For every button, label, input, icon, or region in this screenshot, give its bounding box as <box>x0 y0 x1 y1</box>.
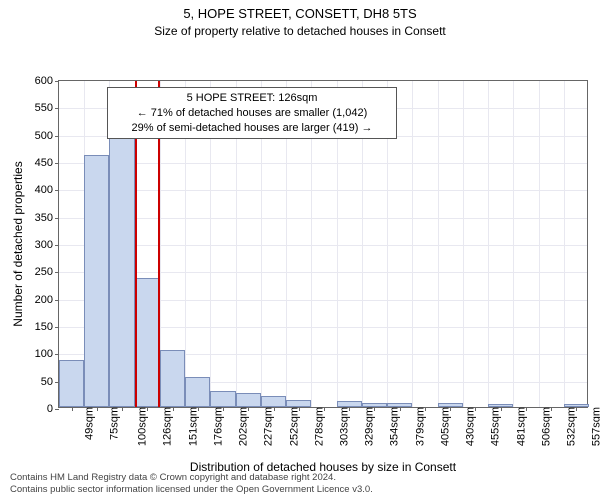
x-tick-label: 252sqm <box>286 407 300 446</box>
x-tick-mark <box>299 407 300 411</box>
x-tick-mark <box>274 407 275 411</box>
x-tick-label: 100sqm <box>135 407 149 446</box>
histogram-bar <box>236 393 261 407</box>
histogram-bar <box>160 350 185 407</box>
y-tick-mark <box>55 354 59 355</box>
x-tick-mark <box>400 407 401 411</box>
grid-line-vertical <box>488 81 489 407</box>
x-tick-mark <box>374 407 375 411</box>
x-tick-label: 303sqm <box>337 407 351 446</box>
histogram-bar <box>84 155 109 406</box>
chart-subtitle: Size of property relative to detached ho… <box>0 23 600 38</box>
x-tick-mark <box>501 407 502 411</box>
x-tick-label: 227sqm <box>261 407 275 446</box>
grid-line-vertical <box>438 81 439 407</box>
x-tick-mark <box>147 407 148 411</box>
footer-line-2: Contains public sector information licen… <box>10 484 373 496</box>
chart-title: 5, HOPE STREET, CONSETT, DH8 5TS <box>0 0 600 23</box>
x-tick-mark <box>551 407 552 411</box>
y-tick-mark <box>55 108 59 109</box>
histogram-bar <box>109 128 134 407</box>
x-tick-label: 455sqm <box>488 407 502 446</box>
plot-area: 05010015020025030035040045050055060049sq… <box>58 80 588 408</box>
y-tick-mark <box>55 218 59 219</box>
y-tick-mark <box>55 81 59 82</box>
x-tick-label: 532sqm <box>564 407 578 446</box>
x-tick-mark <box>576 407 577 411</box>
x-tick-mark <box>425 407 426 411</box>
x-tick-label: 176sqm <box>210 407 224 446</box>
x-tick-label: 329sqm <box>362 407 376 446</box>
x-tick-mark <box>248 407 249 411</box>
histogram-bar <box>59 360 84 406</box>
x-tick-label: 151sqm <box>185 407 199 446</box>
histogram-bar <box>185 377 210 407</box>
y-tick-mark <box>55 163 59 164</box>
x-tick-label: 557sqm <box>589 407 600 446</box>
chart-container: 05010015020025030035040045050055060049sq… <box>0 38 600 418</box>
footer-attribution: Contains HM Land Registry data © Crown c… <box>10 472 373 496</box>
histogram-bar <box>261 396 286 407</box>
x-tick-label: 379sqm <box>412 407 426 446</box>
x-tick-mark <box>173 407 174 411</box>
x-tick-mark <box>324 407 325 411</box>
x-tick-label: 75sqm <box>106 407 120 440</box>
grid-line-vertical <box>412 81 413 407</box>
y-tick-mark <box>55 327 59 328</box>
x-tick-label: 506sqm <box>538 407 552 446</box>
grid-line-vertical <box>539 81 540 407</box>
callout-line: 29% of semi-detached houses are larger (… <box>116 121 388 136</box>
x-tick-mark <box>122 407 123 411</box>
y-tick-mark <box>55 272 59 273</box>
y-tick-mark <box>55 300 59 301</box>
x-tick-label: 49sqm <box>81 407 95 440</box>
grid-line-vertical <box>463 81 464 407</box>
callout-line: ← 71% of detached houses are smaller (1,… <box>116 106 388 121</box>
x-tick-label: 202sqm <box>236 407 250 446</box>
histogram-bar <box>210 391 235 407</box>
x-tick-mark <box>72 407 73 411</box>
y-tick-mark <box>55 245 59 246</box>
x-tick-mark <box>198 407 199 411</box>
grid-line-vertical <box>513 81 514 407</box>
x-tick-label: 126sqm <box>160 407 174 446</box>
callout-line: 5 HOPE STREET: 126sqm <box>116 91 388 106</box>
callout-box: 5 HOPE STREET: 126sqm← 71% of detached h… <box>107 87 397 140</box>
x-tick-label: 481sqm <box>513 407 527 446</box>
x-tick-mark <box>97 407 98 411</box>
footer-line-1: Contains HM Land Registry data © Crown c… <box>10 472 373 484</box>
grid-line-vertical <box>564 81 565 407</box>
x-tick-label: 405sqm <box>438 407 452 446</box>
x-tick-mark <box>223 407 224 411</box>
y-tick-mark <box>55 190 59 191</box>
x-tick-mark <box>450 407 451 411</box>
y-tick-mark <box>55 409 59 410</box>
x-tick-mark <box>475 407 476 411</box>
y-axis-label: Number of detached properties <box>11 161 25 326</box>
x-tick-mark <box>349 407 350 411</box>
x-tick-label: 430sqm <box>463 407 477 446</box>
x-tick-label: 354sqm <box>387 407 401 446</box>
y-tick-mark <box>55 136 59 137</box>
x-tick-mark <box>526 407 527 411</box>
x-tick-label: 278sqm <box>311 407 325 446</box>
